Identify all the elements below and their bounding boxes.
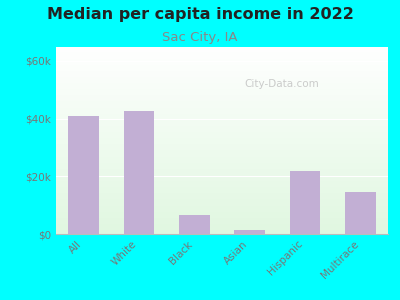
Text: Sac City, IA: Sac City, IA (162, 32, 238, 44)
Bar (234, 230, 265, 234)
Text: Median per capita income in 2022: Median per capita income in 2022 (46, 8, 354, 22)
Bar (179, 215, 210, 234)
Bar (345, 192, 376, 234)
Text: City-Data.com: City-Data.com (244, 79, 319, 89)
Bar (124, 111, 154, 234)
Bar (68, 116, 99, 234)
Bar (290, 170, 320, 234)
